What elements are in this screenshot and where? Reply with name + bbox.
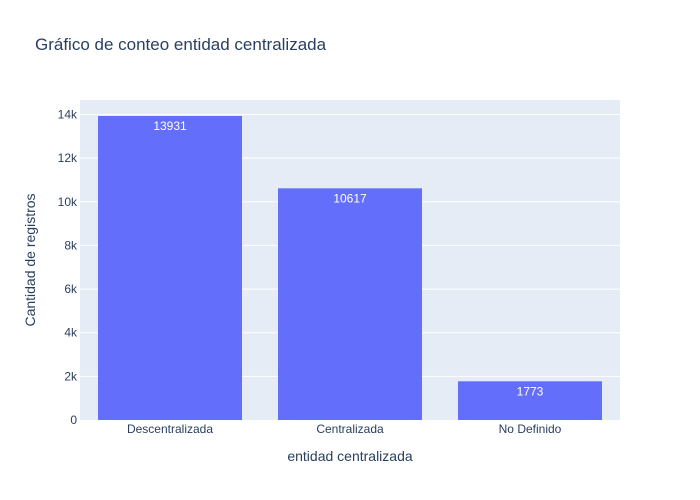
y-tick-label: 6k: [64, 282, 78, 296]
x-tick-label: Centralizada: [316, 422, 384, 436]
bar: [278, 188, 422, 420]
chart-title: Gráfico de conteo entidad centralizada: [35, 35, 327, 54]
bar-value-label: 1773: [517, 384, 544, 398]
x-tick-label: No Definido: [499, 422, 562, 436]
y-axis-title: Cantidad de registros: [22, 193, 38, 326]
bar-value-label: 13931: [153, 119, 187, 133]
x-tick-label: Descentralizada: [127, 422, 213, 436]
bar-value-label: 10617: [333, 191, 367, 205]
x-axis-title: entidad centralizada: [287, 448, 413, 464]
y-axis-ticks: 0 2k 4k 6k 8k 10k 12k 14k: [58, 107, 78, 427]
y-tick-label: 4k: [64, 326, 78, 340]
bar: [98, 115, 242, 420]
y-tick-label: 12k: [58, 151, 78, 165]
y-tick-label: 2k: [64, 369, 78, 383]
y-tick-label: 14k: [58, 107, 78, 121]
bar-labels: 13931 10617 1773: [153, 119, 543, 398]
y-tick-label: 0: [70, 413, 77, 427]
bar: [458, 381, 602, 420]
bars: [98, 115, 602, 420]
x-axis-ticks: Descentralizada Centralizada No Definido: [127, 422, 562, 436]
y-tick-label: 8k: [64, 238, 78, 252]
y-tick-label: 10k: [58, 195, 78, 209]
